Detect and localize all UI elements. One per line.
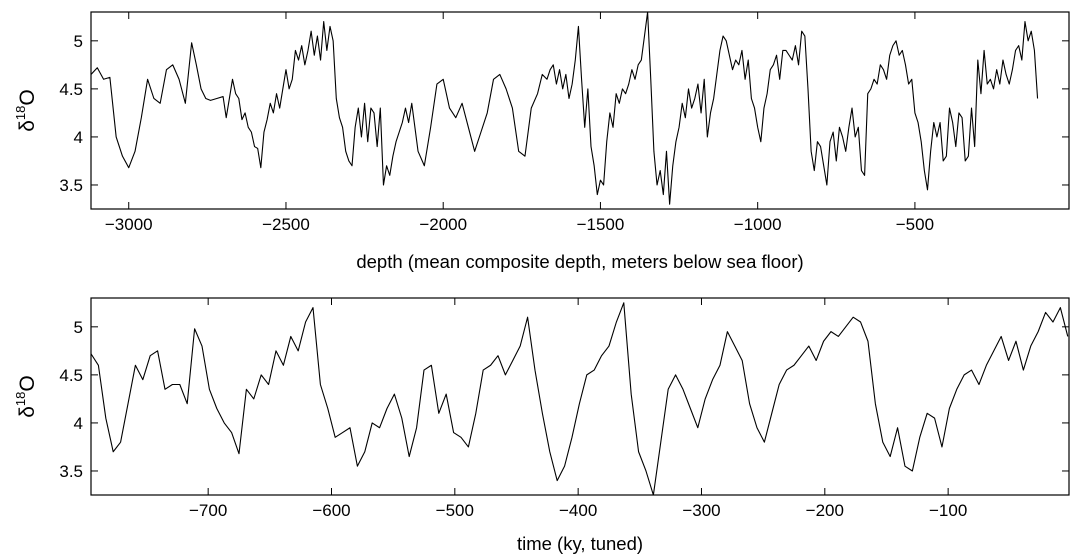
x-axis-label: time (ky, tuned) (517, 533, 643, 554)
y-tick-label: 4 (74, 128, 83, 147)
x-tick-label: −600 (312, 501, 350, 520)
y-tick-label: 4.5 (59, 80, 83, 99)
y-axis-label-sup: 18 (13, 106, 28, 120)
y-tick-label: 4.5 (59, 366, 83, 385)
plot-frame (90, 11, 1070, 210)
x-tick-label: −400 (559, 501, 597, 520)
y-tick-label: 3.5 (59, 176, 83, 195)
y-tick-label: 4 (74, 414, 83, 433)
panel-1: −3000 −2500 −2000 −1500 −1000 −500 3.5 4 4.5 5 dep… (13, 11, 1070, 272)
x-tick-label: −700 (189, 501, 227, 520)
y-axis-label-rest: O (16, 89, 39, 105)
x-tick-label: −1000 (734, 215, 782, 234)
y-tick-label: 5 (74, 318, 83, 337)
x-tick-label: −200 (806, 501, 844, 520)
x-axis-label: depth (mean composite depth, meters belo… (356, 251, 803, 272)
x-tick-label: −100 (929, 501, 967, 520)
x-tick-label: −1500 (577, 215, 625, 234)
plot-frame (90, 297, 1070, 496)
x-tick-label: −300 (682, 501, 720, 520)
x-tick-label: −500 (436, 501, 474, 520)
y-axis-label: δ18O (13, 375, 39, 418)
y-tick-label: 3.5 (59, 462, 83, 481)
x-tick-label: −2000 (419, 215, 467, 234)
y-tick-label: 5 (74, 32, 83, 51)
series-line (91, 12, 1039, 205)
y-axis-label-base: δ (16, 120, 39, 132)
panel-2: −700 −600 −500 −400 −300 −200 −100 3.5 4 4.5 5 time… (13, 297, 1070, 554)
y-axis-label: δ18O (13, 89, 39, 132)
x-tick-label: −3000 (105, 215, 153, 234)
y-axis-label-rest: O (16, 375, 39, 391)
y-axis-label-sup: 18 (13, 392, 28, 406)
series-line (91, 302, 1069, 495)
y-axis-label-base: δ (16, 406, 39, 418)
x-tick-label: −2500 (262, 215, 310, 234)
x-tick-label: −500 (896, 215, 934, 234)
